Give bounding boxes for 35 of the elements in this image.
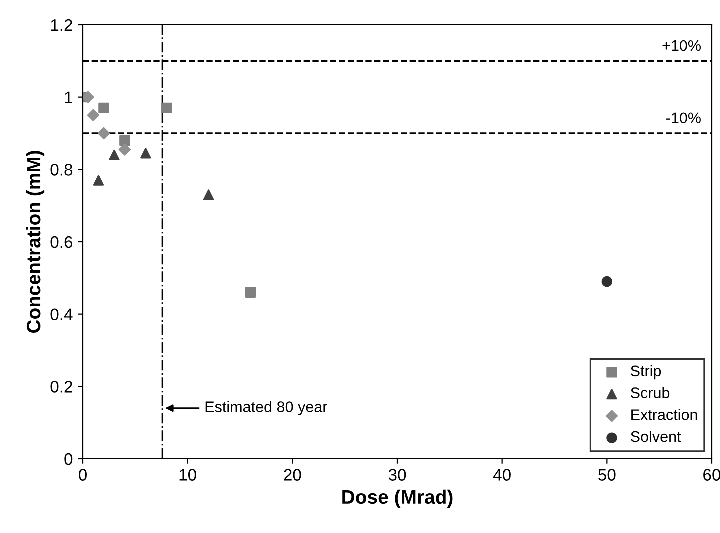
x-tick-label: 20 [284, 469, 302, 481]
y-axis-title: Concentration (mM) [26, 151, 45, 334]
point [83, 91, 94, 104]
point [602, 276, 613, 288]
point [245, 287, 256, 298]
x-axis-title: Dose (Mrad) [342, 490, 453, 508]
point [120, 135, 130, 146]
y-tick-label: 0.2 [50, 381, 72, 393]
point [162, 102, 172, 114]
point [93, 175, 104, 186]
legend-label: Strip [631, 365, 662, 380]
point [203, 190, 214, 200]
point [109, 150, 120, 161]
annotation: +10% [662, 40, 701, 52]
x-tick-label: 40 [493, 469, 511, 481]
x-tick-label: 0 [79, 469, 87, 481]
point [98, 102, 110, 114]
annotation: -10% [666, 112, 701, 124]
y-tick-label: 1 [65, 92, 72, 104]
ref-line-label: Estimated 80 year [206, 401, 328, 416]
point [118, 144, 132, 156]
point [140, 148, 152, 159]
y-tick-label: 0.8 [50, 164, 73, 176]
x-tick-label: 30 [388, 469, 406, 481]
point [98, 127, 110, 140]
y-tick-label: 0.6 [50, 236, 73, 248]
legend-label: Solvent [631, 431, 682, 442]
y-tick-label: 1.2 [51, 19, 72, 32]
x-tick-label: 10 [180, 469, 196, 481]
y-tick-label: 0.4 [50, 308, 73, 321]
legend-label: Extraction [632, 409, 698, 420]
point [87, 109, 100, 122]
x-tick-label: 50 [598, 469, 616, 481]
legend-label: Scrub [631, 387, 670, 398]
y-tick-label: 0 [64, 453, 73, 466]
